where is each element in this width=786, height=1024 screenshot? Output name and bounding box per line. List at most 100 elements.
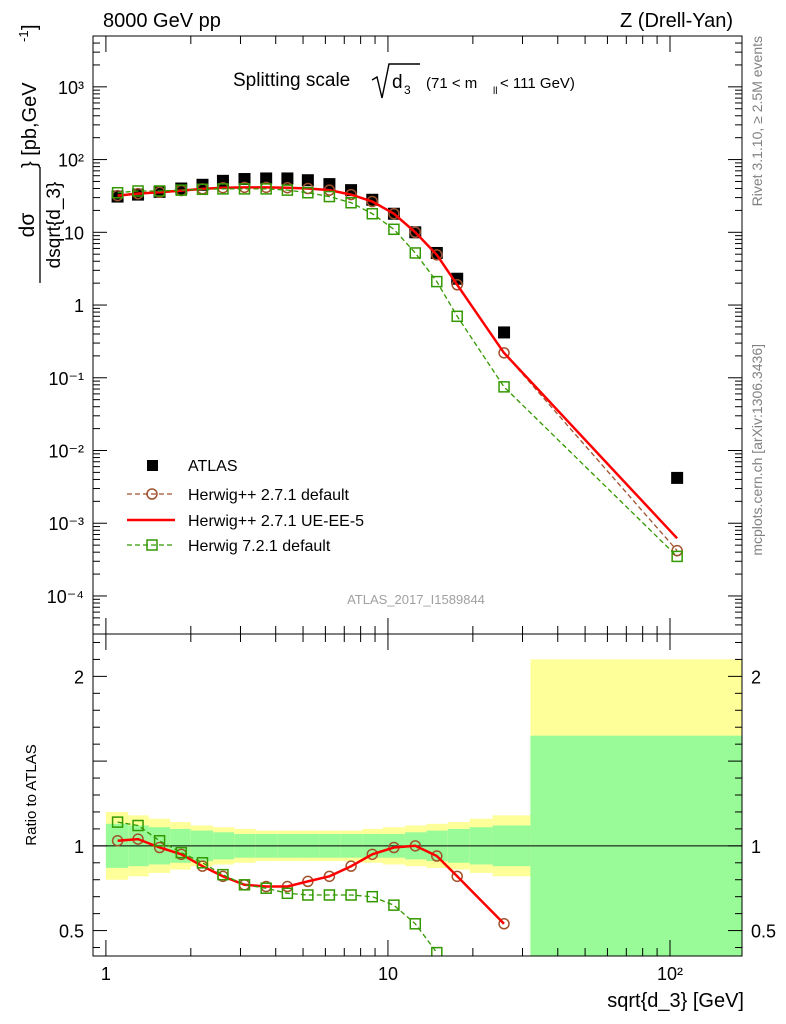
ratio-herwig-2-7-1-default-point xyxy=(498,918,510,930)
ratio-herwig-2-7-1-default-point xyxy=(366,848,379,861)
legend-herwig7-label: Herwig 7.2.1 default xyxy=(188,538,331,555)
main-atlas-point xyxy=(238,173,251,186)
main-y-tick-label: 10⁻² xyxy=(48,442,84,462)
main-herwig-2-7-1-ue-ee-5-line xyxy=(117,186,679,540)
main-herwig-7-2-1-default-point xyxy=(153,185,166,197)
main-y-tick-label: 1 xyxy=(74,296,84,316)
main-herwig-7-2-1-default-point xyxy=(671,550,683,563)
ratio-herwig-7-2-1-default-point xyxy=(153,835,166,847)
title-range: (71 < m xyxy=(426,75,477,92)
main-herwig-2-7-1-default-point xyxy=(451,279,463,291)
ratio-y-tick-label-right: 0.5 xyxy=(751,922,776,942)
ratio-herwig-7-2-1-default-line xyxy=(117,821,438,953)
main-herwig-7-2-1-default-point xyxy=(451,310,463,323)
ratio-y-tick-label: 1 xyxy=(74,837,84,857)
main-herwig-2-7-1-default-point xyxy=(366,195,379,208)
ratio-ylabel: Ratio to ATLAS xyxy=(23,744,40,845)
main-y-tick-label: 10³ xyxy=(58,78,84,98)
main-herwig-7-2-1-default-point xyxy=(409,247,422,259)
main-herwig-7-2-1-default-point xyxy=(498,381,510,393)
ratio-herwig-7-2-1-default-point xyxy=(175,846,188,859)
ratio-herwig-2-7-1-default-point xyxy=(345,860,357,872)
main-herwig-2-7-1-default-point xyxy=(431,249,443,261)
main-herwig-7-2-1-default-line xyxy=(117,188,678,557)
ratio-y-tick-label-right: 1 xyxy=(751,837,761,857)
ratio-herwig-7-2-1-default-point xyxy=(260,882,272,894)
analysis-tag: ATLAS_2017_I1589844 xyxy=(347,592,485,607)
main-herwig-7-2-1-default-point xyxy=(281,184,294,196)
main-herwig-2-7-1-default-point xyxy=(498,347,510,359)
main-y-tick-label: 10⁻¹ xyxy=(48,369,84,389)
chart-title: Splitting scale d 3 (71 < m ll < 111 GeV… xyxy=(233,63,575,99)
mcplots-label: mcplots.cern.ch [arXiv:1306.3436] xyxy=(749,344,765,556)
ratio-herwig-7-2-1-default-point xyxy=(217,868,229,881)
legend-herwig7-marker xyxy=(146,539,158,551)
main-herwig-7-2-1-default-point xyxy=(238,183,251,195)
ratio-herwig-7-2-1-default-point xyxy=(431,946,443,956)
main-y-tick-label: 10² xyxy=(58,151,84,171)
legend-atlas-label: ATLAS xyxy=(188,458,238,475)
main-herwig-7-2-1-default-point xyxy=(217,183,229,195)
main-atlas-point xyxy=(281,172,294,185)
ratio-herwig-7-2-1-default-point xyxy=(323,889,336,901)
main-herwig-7-2-1-default-point xyxy=(323,190,336,203)
title-range-sub: ll xyxy=(493,86,497,97)
x-tick-label: 10 xyxy=(378,964,398,984)
x-axis-label: sqrt{d_3} [GeV] xyxy=(607,990,744,1012)
title-symbol: d xyxy=(392,72,403,93)
rivet-label: Rivet 3.1.10, ≥ 2.5M events xyxy=(749,36,765,206)
ratio-herwig-7-2-1-default-point xyxy=(302,889,314,901)
legend-atlas-marker xyxy=(147,460,158,471)
main-atlas-point xyxy=(301,174,314,187)
main-y-tick-label: 10⁻³ xyxy=(48,514,84,534)
main-herwig-7-2-1-default-point xyxy=(302,186,314,199)
ratio-y-tick-label: 2 xyxy=(74,667,84,687)
ratio-herwig-7-2-1-default-point xyxy=(366,890,379,903)
main-herwig-7-2-1-default-point xyxy=(111,186,124,199)
main-atlas-point xyxy=(260,172,273,185)
process-label: Z (Drell-Yan) xyxy=(620,10,733,32)
main-ylabel-unit: } [pb,GeV -1 ] xyxy=(16,24,41,168)
ratio-herwig-7-2-1-default-point xyxy=(196,857,209,869)
ratio-herwig-7-2-1-default-point xyxy=(388,899,400,911)
main-herwig-7-2-1-default-point xyxy=(388,223,400,236)
title-range-end: < 111 GeV) xyxy=(500,75,575,92)
main-herwig-7-2-1-default-point xyxy=(366,207,379,220)
main-herwig-2-7-1-default-point xyxy=(671,544,683,557)
legend-herwigpp-default-marker xyxy=(146,488,158,500)
energy-label: 8000 GeV pp xyxy=(103,10,221,32)
ratio-y-tick-label: 0.5 xyxy=(59,922,84,942)
main-herwig-7-2-1-default-point xyxy=(175,184,188,196)
legend-herwigpp-ueee5-label: Herwig++ 2.7.1 UE-EE-5 xyxy=(188,513,364,530)
sqrt-symbol xyxy=(371,63,420,99)
title-symbol-sub: 3 xyxy=(404,83,411,97)
ratio-herwig-7-2-1-default-point xyxy=(111,816,124,828)
ratio-herwig-2-7-1-default-point xyxy=(153,841,166,854)
title-lead: Splitting scale xyxy=(233,70,350,91)
ylabel-unit-end: ] xyxy=(19,24,41,30)
main-herwig-2-7-1-default-point xyxy=(409,226,422,239)
ylabel-denominator: dsqrt{d_3} xyxy=(44,182,65,269)
ratio-herwig-7-2-1-default-point xyxy=(132,819,144,832)
main-panel: 10³ 10² 10 1 10⁻¹ 10⁻² 10⁻³ 10⁻⁴ Splitting scal… xyxy=(16,24,743,635)
main-herwig-7-2-1-default-point xyxy=(196,183,209,196)
main-herwig-7-2-1-default-point xyxy=(345,196,357,209)
main-atlas-point xyxy=(430,246,443,259)
ratio-y-tick-label-right: 2 xyxy=(751,667,761,687)
main-herwig-7-2-1-default-point xyxy=(260,183,272,195)
main-y-tick-label: 10⁻⁴ xyxy=(47,587,84,607)
legend: ATLAS Herwig++ 2.7.1 default Herwig++ 2.… xyxy=(127,458,364,555)
main-herwig-2-7-1-default-point xyxy=(388,207,400,220)
main-herwig-7-2-1-default-point xyxy=(431,275,443,288)
ratio-herwig-7-2-1-default-point xyxy=(345,889,357,901)
ratio-herwig-7-2-1-default-point xyxy=(238,879,251,891)
main-ylabel: dσ dsqrt{d_3} xyxy=(16,167,65,283)
x-tick-label: 1 xyxy=(101,964,111,984)
main-y-tick-label: 10 xyxy=(64,223,84,243)
ylabel-numerator: dσ xyxy=(16,213,39,238)
main-atlas-point xyxy=(671,471,684,484)
ratio-herwig-2-7-1-default-point xyxy=(431,850,443,862)
ylabel-unit: } [pb,GeV xyxy=(19,82,41,168)
ylabel-unit-sup: -1 xyxy=(16,30,31,42)
